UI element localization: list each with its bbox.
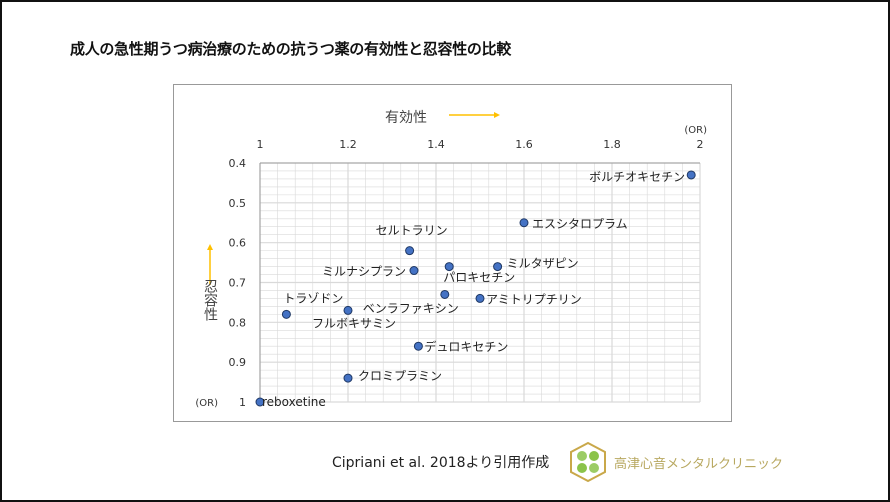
data-label: エスシタロプラム (532, 217, 628, 231)
data-point (343, 373, 353, 383)
data-point (440, 289, 450, 299)
data-point (409, 266, 419, 276)
data-point (255, 397, 265, 407)
citation: Cipriani et al. 2018より引用作成 (332, 455, 550, 471)
y-tick-label: 0.8 (229, 316, 247, 329)
data-point (444, 262, 454, 272)
x-arrow-head-icon (494, 112, 500, 118)
data-label: ベンラファキシン (363, 301, 459, 315)
x-axis-title: 有効性 (385, 110, 427, 126)
x-tick-label: 2 (697, 138, 704, 151)
y-tick-label: 1 (239, 396, 246, 409)
clinic-logo-icon (570, 441, 606, 483)
data-point (413, 341, 423, 351)
data-label: パロキセチン (443, 271, 515, 285)
x-tick-label: 1 (257, 138, 264, 151)
x-tick-label: 1.6 (515, 138, 533, 151)
y-unit-label: (OR) (195, 398, 218, 409)
data-point (281, 309, 291, 319)
x-tick-label: 1.4 (427, 138, 445, 151)
data-label: ミルナシプラン (322, 265, 406, 279)
y-tick-label: 0.4 (229, 157, 247, 170)
data-label: トラゾドン (283, 291, 343, 305)
y-arrow-head-icon (207, 244, 213, 250)
data-label: reboxetine (262, 395, 326, 409)
data-label: ミルタザピン (507, 257, 579, 271)
chart-frame: 1 1.2 1.4 1.6 1.8 2 0.4 0.5 0.6 0.7 0.8 0.9 1 (OR) (OR… (173, 84, 732, 422)
y-tick-label: 0.5 (229, 197, 247, 210)
x-unit-label: (OR) (684, 125, 707, 136)
slide-title: 成人の急性期うつ病治療のための抗うつ薬の有効性と忍容性の比較 (70, 40, 512, 58)
scatter-chart: 1 1.2 1.4 1.6 1.8 2 0.4 0.5 0.6 0.7 0.8 0.9 1 (OR) (OR… (195, 110, 707, 409)
data-point (493, 262, 503, 272)
clinic-name: 高津心音メンタルクリニック (614, 457, 784, 472)
x-tick-label: 1.8 (603, 138, 621, 151)
y-tick-label: 0.9 (229, 356, 247, 369)
y-tick-label: 0.6 (229, 237, 247, 250)
y-tick-label: 0.7 (229, 277, 247, 290)
data-label: アミトリプチリン (486, 292, 582, 306)
data-point (686, 170, 696, 180)
data-point (343, 305, 353, 315)
data-point (519, 218, 529, 228)
y-axis-title: 忍容性 (202, 279, 218, 321)
data-label: フルボキサミン (312, 316, 396, 330)
data-label: セルトラリン (376, 224, 448, 238)
data-point (405, 246, 415, 256)
data-label: デュロキセチン (424, 339, 508, 354)
x-tick-label: 1.2 (339, 138, 357, 151)
data-point (475, 293, 485, 303)
data-label: クロミプラミン (358, 369, 442, 383)
data-label: ボルチオキセチン (589, 170, 685, 184)
